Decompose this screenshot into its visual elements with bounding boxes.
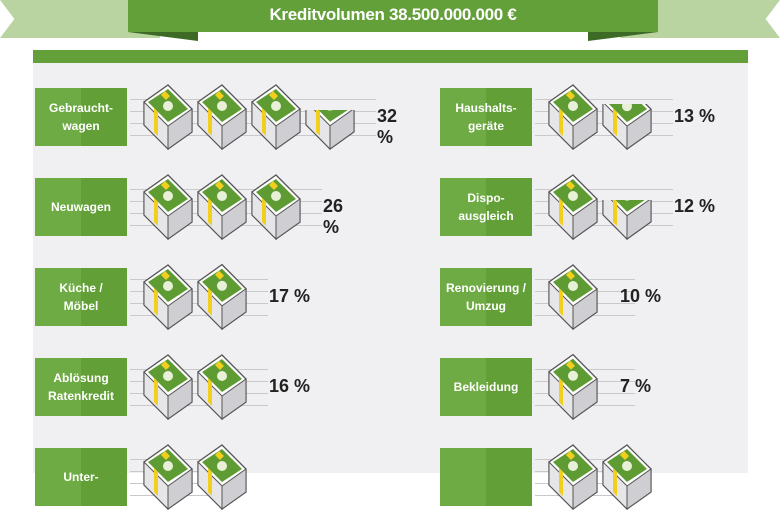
money-stack-icon (602, 200, 652, 240)
category-label: Unter- (35, 448, 127, 506)
money-stack-icon (197, 444, 247, 510)
chart-row: Neuwagen 26 % (35, 174, 355, 240)
ribbon-fold-left (128, 32, 198, 41)
money-stack-icon (143, 354, 193, 420)
money-stacks (143, 263, 247, 330)
chart-row: Ablösung Ratenkredit 16 % (35, 354, 355, 420)
chart-row (440, 444, 760, 510)
category-label (440, 448, 532, 506)
money-stack-icon (143, 84, 193, 150)
percent-label: 7 % (620, 376, 652, 396)
chart-row: Gebraucht- wagen 32 % (35, 84, 397, 150)
category-label: Dispo- ausgleich (440, 178, 532, 236)
money-stack-icon (602, 444, 652, 510)
money-stacks (548, 174, 652, 240)
ribbon-fold-right (588, 32, 658, 41)
money-stack-icon (143, 444, 193, 510)
money-stack-icon (143, 264, 193, 330)
money-stack-icon (251, 84, 301, 150)
money-stack-icon (197, 174, 247, 240)
money-stack-icon (197, 354, 247, 420)
percent-label: 26 % (323, 196, 344, 237)
category-label: Bekleidung (440, 358, 532, 416)
chart-row: Renovierung / Umzug 10 % (440, 264, 760, 330)
money-stacks (548, 84, 652, 150)
money-stacks (143, 444, 247, 510)
money-stack-icon (143, 174, 193, 240)
category-label: Küche / Möbel (35, 268, 127, 326)
chart-row: Unter- (35, 444, 355, 510)
money-stack-icon (197, 263, 247, 330)
category-label: Ablösung Ratenkredit (35, 358, 127, 416)
money-stacks (548, 264, 598, 330)
title-ribbon: Kreditvolumen 38.500.000.000 € (128, 0, 658, 32)
money-stack-icon (548, 174, 598, 240)
money-stack-icon (548, 84, 598, 150)
money-stacks (548, 444, 652, 510)
chart-row: Küche / Möbel 17 % (35, 263, 355, 330)
percent-label: 10 % (620, 286, 662, 306)
percent-label: 17 % (269, 286, 311, 306)
percent-label: 32 % (377, 106, 398, 147)
money-stacks (143, 174, 301, 240)
money-stack-icon (251, 174, 301, 240)
category-label: Gebraucht- wagen (35, 88, 127, 146)
money-stack-icon (548, 264, 598, 330)
money-stack-icon (548, 444, 598, 510)
percent-label: 16 % (269, 376, 311, 396)
percent-label: 12 % (674, 196, 716, 216)
category-label: Haushalts- geräte (440, 88, 532, 146)
money-stack-icon (548, 353, 598, 420)
chart-row: Bekleidung 7 % (440, 353, 760, 420)
category-label: Neuwagen (35, 178, 127, 236)
money-stacks (143, 354, 247, 420)
money-stack-icon (305, 110, 355, 150)
chart-row: Dispo- ausgleich 12 % (440, 174, 760, 240)
money-stacks (548, 353, 598, 420)
money-stack-icon (602, 104, 652, 150)
money-stacks (143, 84, 355, 150)
category-label: Renovierung / Umzug (440, 268, 532, 326)
percent-label: 13 % (674, 106, 716, 126)
panel-top-bar (33, 50, 748, 63)
money-stack-icon (197, 84, 247, 150)
chart-row: Haushalts- geräte 13 % (440, 84, 760, 150)
